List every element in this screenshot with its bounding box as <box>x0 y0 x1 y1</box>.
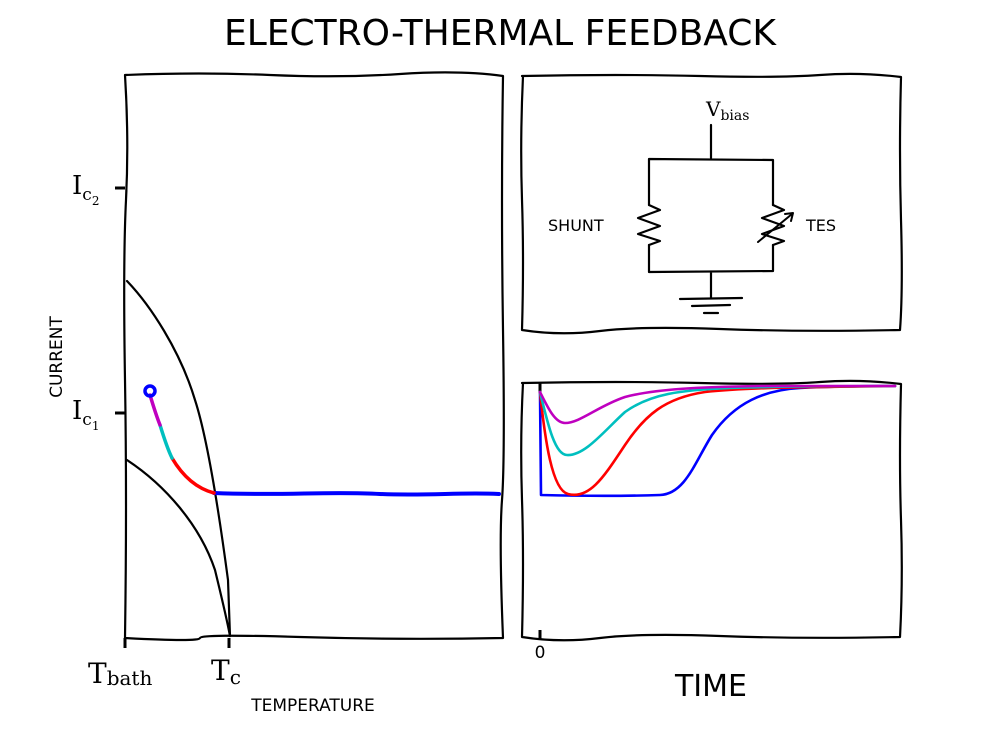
tc-label: Tc <box>211 654 241 689</box>
time-panel-frame <box>520 379 903 642</box>
load-line-red-segment <box>170 456 216 495</box>
shunt-label: SHUNT <box>548 216 604 235</box>
operating-point-marker <box>143 384 157 398</box>
vbias-label: Vbias <box>705 97 749 124</box>
response-red <box>538 384 897 497</box>
time-zero-label: 0 <box>535 643 546 663</box>
tbath-label: Tbath <box>88 657 152 690</box>
tes-label: TES <box>805 216 836 235</box>
load-line-normal <box>212 491 501 497</box>
response-cyan <box>538 384 897 457</box>
upper-critical-boundary <box>125 279 232 638</box>
ic2-label: Ic2 <box>72 171 99 208</box>
load-line-cyan-segment <box>158 423 174 460</box>
time-axis-label: TIME <box>674 669 747 704</box>
temperature-axis-label: TEMPERATURE <box>250 696 375 716</box>
tes-variable-arrow <box>757 212 794 243</box>
current-temperature-panel: Ic2 Ic1 Tbath Tc TEMPERATURE CURRENT <box>47 71 505 716</box>
time-response-panel: 0 TIME <box>520 379 903 704</box>
left-panel-frame <box>123 71 505 642</box>
circuit-panel-frame <box>520 72 903 335</box>
shunt-resistor-symbol <box>636 203 662 247</box>
ground-symbol <box>678 296 744 315</box>
tes-resistor-symbol <box>760 203 786 247</box>
circuit-wiring <box>647 123 775 300</box>
ic1-label: Ic1 <box>72 396 99 433</box>
response-magenta <box>538 384 897 425</box>
circuit-panel: Vbias SHUNT TES <box>520 72 903 335</box>
lower-critical-boundary <box>125 458 232 638</box>
load-line-magenta-segment <box>148 393 162 427</box>
figure-title: ELECTRO-THERMAL FEEDBACK <box>224 13 777 54</box>
current-axis-label: CURRENT <box>47 315 67 397</box>
